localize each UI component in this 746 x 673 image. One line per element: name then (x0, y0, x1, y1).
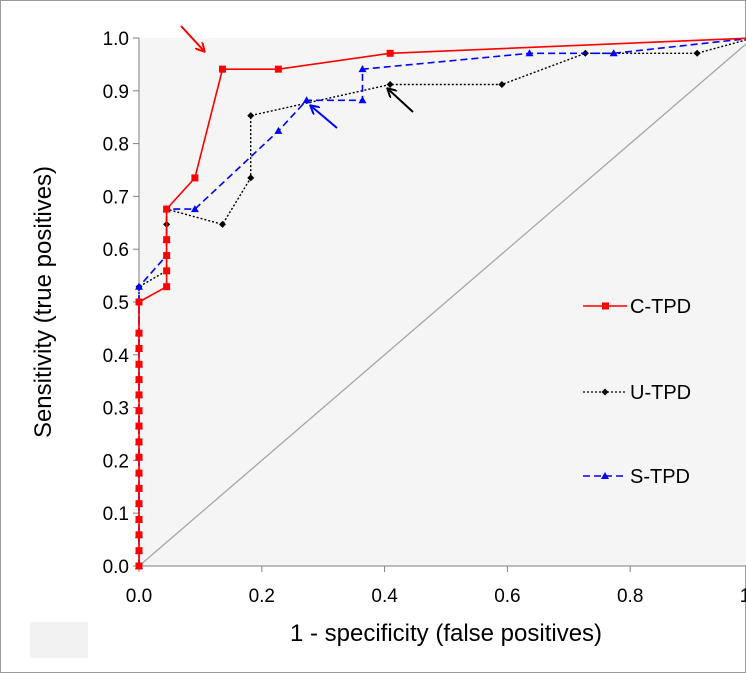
y-tick-label: 0.2 (103, 451, 129, 472)
annotation-arrow-red (180, 25, 204, 51)
data-point-c-tpd (274, 65, 282, 73)
y-tick-label: 0.7 (103, 187, 129, 208)
data-point-s-tpd (525, 49, 534, 57)
data-point-c-tpd (135, 453, 143, 461)
x-axis-title: 1 - specificity (false positives) (290, 620, 602, 647)
data-point-c-tpd (135, 376, 143, 384)
legend-item-u-tpd: U-TPD (583, 382, 691, 404)
x-tick-label: 0.4 (371, 586, 398, 607)
legend-item-c-tpd: C-TPD (583, 296, 691, 318)
legend-label-c-tpd: C-TPD (630, 296, 691, 318)
data-point-c-tpd (219, 65, 227, 73)
data-point-c-tpd (135, 500, 143, 508)
data-point-c-tpd (135, 360, 143, 368)
data-point-c-tpd (163, 283, 171, 291)
x-tick-label: 0.2 (249, 586, 275, 607)
data-point-c-tpd (135, 438, 143, 446)
data-point-s-tpd (609, 49, 618, 57)
data-point-u-tpd (219, 220, 227, 228)
y-tick-label: 0.6 (103, 240, 129, 261)
y-axis-title: Sensitivity (true positives) (30, 166, 57, 438)
legend-marker-c-tpd (602, 302, 609, 310)
data-point-c-tpd (135, 391, 143, 399)
data-point-c-tpd (135, 547, 143, 555)
plot-area (139, 38, 746, 566)
y-tick-label: 0.8 (103, 135, 129, 156)
data-point-s-tpd (358, 65, 367, 73)
data-point-c-tpd (135, 562, 143, 570)
corner-block (30, 622, 88, 658)
data-point-c-tpd (135, 407, 143, 415)
y-tick-label: 1.0 (103, 29, 129, 50)
data-point-s-tpd (274, 126, 283, 134)
data-point-u-tpd (693, 49, 701, 57)
data-point-s-tpd (135, 282, 143, 290)
y-tick-label: 0.9 (103, 82, 129, 103)
y-tick-label: 0.3 (103, 399, 129, 420)
data-point-c-tpd (135, 469, 143, 477)
legend-label-s-tpd: S-TPD (630, 466, 690, 488)
series-layer (135, 37, 746, 570)
data-point-c-tpd (135, 484, 143, 492)
data-point-u-tpd (498, 80, 506, 88)
data-point-u-tpd (247, 112, 255, 120)
y-tick-label: 0.5 (103, 293, 129, 314)
data-point-c-tpd (386, 49, 394, 57)
data-point-c-tpd (163, 267, 171, 275)
data-point-c-tpd (135, 422, 143, 430)
y-tick-label: 0.1 (103, 504, 129, 525)
legend-marker-s-tpd (601, 472, 609, 479)
data-point-u-tpd (247, 174, 255, 182)
data-point-s-tpd (358, 96, 367, 104)
x-tick-label: 0.6 (494, 586, 520, 607)
data-point-c-tpd (163, 236, 171, 244)
reference-diagonal (138, 43, 746, 567)
y-tick-label: 0.0 (103, 557, 129, 578)
legend-marker-u-tpd (601, 388, 609, 396)
y-ticks: 0.0 0.1 0.2 0.3 0.4 0.5 0.6 0.7 0.8 0.9 1.0 (103, 29, 139, 578)
data-point-c-tpd (135, 298, 143, 306)
data-point-s-tpd (190, 205, 199, 213)
data-point-c-tpd (163, 205, 171, 213)
x-ticks: 0.0 0.2 0.4 0.6 0.8 1.0 (126, 566, 746, 607)
legend-item-s-tpd: S-TPD (583, 466, 690, 488)
legend: C-TPD U-TPD S-TPD (583, 296, 691, 488)
data-point-c-tpd (163, 252, 171, 260)
data-point-c-tpd (135, 516, 143, 524)
data-point-s-tpd (302, 96, 311, 104)
x-tick-label: 0.8 (617, 586, 643, 607)
annotation-arrow-blue (311, 106, 338, 129)
x-tick-label: 0.0 (126, 586, 152, 607)
x-tick-label: 1.0 (740, 586, 746, 607)
legend-label-u-tpd: U-TPD (630, 382, 691, 404)
data-point-c-tpd (135, 344, 143, 352)
y-tick-label: 0.4 (103, 346, 130, 367)
annotation-arrow-black (388, 89, 414, 113)
data-point-c-tpd (135, 531, 143, 539)
data-point-c-tpd (135, 329, 143, 337)
data-point-c-tpd (191, 174, 199, 182)
data-point-u-tpd (386, 80, 394, 88)
